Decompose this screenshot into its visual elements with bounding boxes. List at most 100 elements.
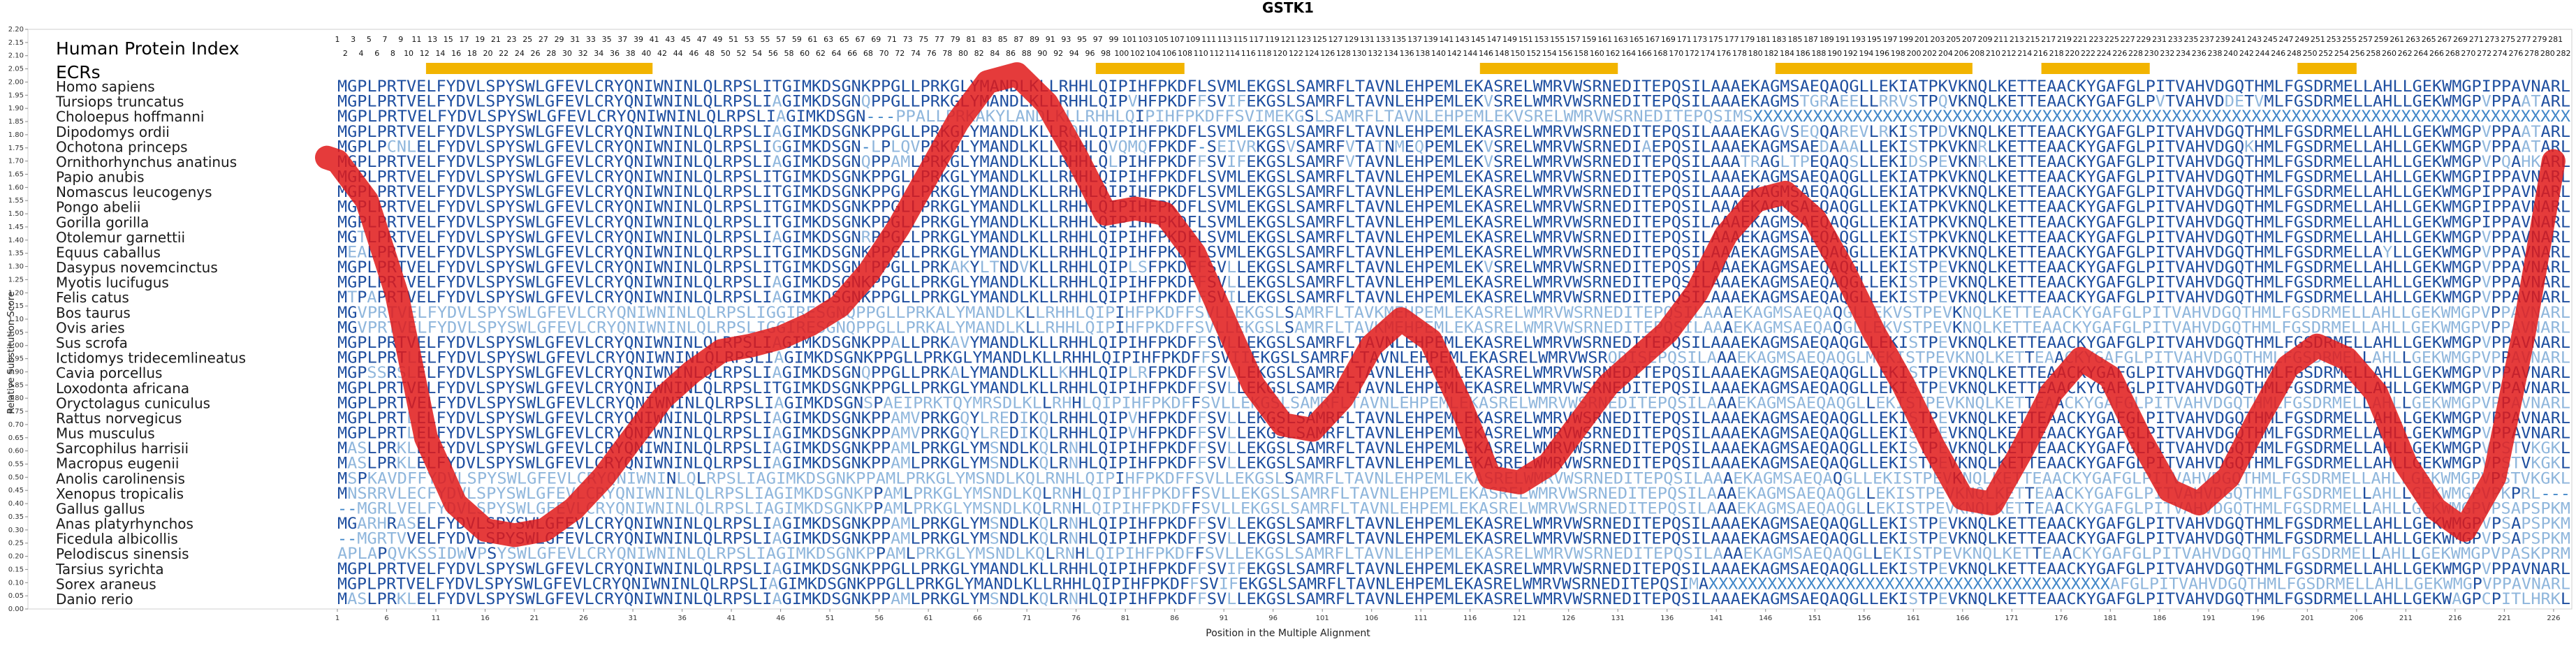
protein-index-number: 73	[903, 35, 913, 44]
residue-run: A	[774, 395, 784, 412]
y-tick-label: 1.30	[8, 263, 24, 271]
protein-index-number: 140	[1431, 49, 1446, 58]
residue-run: RPSLIAGIMKDSGNKPPAMLPRKGLYMSNDLKQLRNHLQI…	[706, 470, 1115, 487]
residue-run: LS	[1128, 259, 1148, 277]
residue-run: GEKWMGPVP	[2412, 350, 2501, 367]
residue-run: S	[1285, 304, 1294, 322]
residue-run: RRVS	[1879, 94, 1919, 111]
x-tick-label: 66	[973, 615, 982, 622]
protein-index-number: 277	[2517, 35, 2531, 44]
residue-run: TP	[1918, 274, 1938, 292]
residue-run: VKNQLKETTEAACKYGAFGLPITVAHVDGQTHMLFGSDRM…	[1948, 289, 2482, 307]
residue-run: LQIPIHFPKDF	[1082, 395, 1191, 412]
residue-run: EKGSLSAMRFLTAVNLEHPEMLEKASRELWMRVWSRNEDI…	[1238, 575, 1689, 593]
residue-run: SV	[1207, 591, 1227, 608]
residue-run: CNL	[387, 138, 416, 156]
residue-run: M	[1689, 575, 1699, 593]
protein-index-number: 15	[444, 35, 453, 44]
residue-run: F	[1197, 425, 1207, 443]
species-label: Oryctolagus cuniculus	[56, 395, 210, 411]
residue-run: GIMKDSGNKPP	[782, 455, 891, 473]
protein-index-number: 128	[1336, 49, 1351, 58]
species-label: Papio anubis	[56, 169, 145, 186]
y-tick-label: 0.30	[8, 527, 24, 534]
protein-index-number: 238	[2207, 49, 2222, 58]
residue-run: MGPLPRTVELFYDVLSPYSWLGFEVLCRYQNIWNINLQLR…	[337, 274, 772, 292]
residue-run: AMV	[891, 410, 920, 427]
residue-run: PSPKM	[2521, 515, 2570, 533]
residue-run: H	[1071, 500, 1081, 517]
residue-run: VKNQLKETTEAACKYGAFGLP	[1948, 94, 2156, 111]
protein-index-number: 271	[2469, 35, 2484, 44]
species-label: Gorilla gorilla	[56, 214, 149, 230]
protein-index-number: 49	[712, 35, 722, 44]
protein-index-number: 248	[2287, 49, 2301, 58]
protein-index-number: 255	[2342, 35, 2357, 44]
protein-index-number: 112	[1209, 49, 1224, 58]
residue-run: L	[2401, 350, 2411, 367]
residue-run: EA	[2035, 500, 2054, 517]
x-tick-label: 31	[629, 615, 638, 622]
residue-run: S	[990, 591, 1000, 608]
protein-index-number: 55	[760, 35, 770, 44]
species-label: Otolemur garnettii	[56, 229, 185, 246]
residue-run: F	[1197, 380, 1207, 397]
residue-run: KGK	[2531, 440, 2561, 457]
protein-index-number: 50	[721, 49, 731, 58]
protein-index-number: 230	[2144, 49, 2159, 58]
protein-index-number: 205	[1946, 35, 1961, 44]
residue-run: AA	[1717, 500, 1736, 517]
protein-index-number: 138	[1415, 49, 1430, 58]
protein-index-number: 210	[1986, 49, 2000, 58]
residue-run: A	[774, 350, 784, 367]
residue-run: GIMKDSGNKPPGLLPRKGLYMANDLKLLRHHLQIPIHFPK…	[784, 350, 1201, 367]
x-tick-label: 81	[1121, 615, 1130, 622]
protein-index-number: 185	[1787, 35, 1802, 44]
protein-index-number: 22	[499, 49, 508, 58]
protein-index-number: 10	[404, 49, 414, 58]
y-tick-label: 2.20	[8, 26, 24, 34]
residue-run: A	[772, 289, 782, 307]
species-label: Ovis aries	[56, 319, 125, 336]
alignment-row: MGPLPRTVELFYDVLSPYSWLGFEVLCRYQNIWNINLQLR…	[337, 184, 2570, 201]
protein-index-number: 126	[1320, 49, 1335, 58]
residue-run: MGP	[337, 365, 367, 382]
species-label: Ictidomys tridecemlineatus	[56, 350, 246, 367]
residue-run: STVKGKL	[2501, 470, 2570, 487]
residue-run: LQIPIHFPKDF	[1082, 485, 1191, 503]
species-label: Myotis lucifugus	[56, 274, 169, 291]
protein-index-number: 23	[507, 35, 517, 44]
residue-run: L	[871, 138, 881, 156]
residue-run: LR	[1049, 455, 1069, 473]
residue-run: ND	[1000, 259, 1019, 277]
residue-run: LTP	[1780, 154, 1809, 171]
protein-index-number: 28	[546, 49, 556, 58]
protein-index-number: 122	[1289, 49, 1303, 58]
residue-run: L	[2371, 545, 2381, 563]
residue-run: PPGLLPRKGLYMANDLKLLRHHLQIP	[871, 94, 1128, 111]
residue-run: A	[772, 410, 782, 427]
residue-run: Q	[960, 425, 969, 443]
residue-run: MGPLPRTVELFYDVLSPYSWLGFEVLCRYQNIWNINLQLR…	[337, 94, 772, 111]
chart-title: GSTK1	[1262, 0, 1314, 16]
residue-run: S	[1908, 335, 1918, 352]
residue-run: MGPLPRTVELFYDVLSPYSWLGFEVLCRYQNIWNINLQLR…	[337, 78, 2570, 96]
residue-run: NDLK	[1000, 455, 1039, 473]
residue-run: GEKWMGPVP	[2412, 395, 2501, 412]
protein-index-number: 200	[1906, 49, 1921, 58]
residue-run: L	[1025, 319, 1035, 337]
residue-run: VKNQLKETTEAACKYGAFGLPITVAHVDGQTHMLFGSDRM…	[1948, 124, 2482, 141]
protein-index-number: 243	[2247, 35, 2262, 44]
species-label: Ornithorhynchus anatinus	[56, 154, 237, 170]
residue-run: L	[1042, 500, 1052, 517]
residue-run: RN	[1055, 545, 1076, 563]
residue-run: EKAGMSAEQAQGL	[1736, 485, 1866, 503]
residue-run: V	[1345, 154, 1355, 171]
residue-run: RH	[1052, 395, 1071, 412]
protein-index-number: 27	[539, 35, 548, 44]
protein-index-number: 180	[1748, 49, 1763, 58]
residue-run: L	[1866, 485, 1875, 503]
y-tick-label: 1.90	[8, 105, 24, 112]
residue-run: AEIPRKTQYMRSDLKL	[883, 395, 1041, 412]
residue-run: MG	[337, 515, 357, 533]
